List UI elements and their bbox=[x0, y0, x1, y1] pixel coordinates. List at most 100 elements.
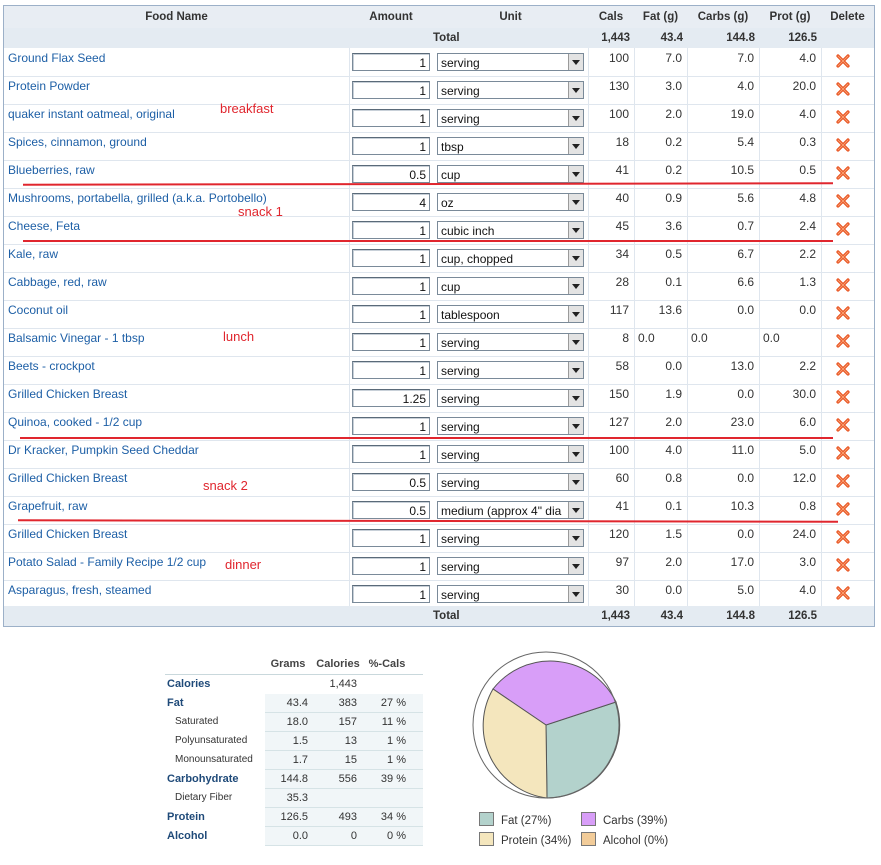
chevron-down-icon[interactable] bbox=[568, 82, 583, 98]
amount-input[interactable]: 1 bbox=[352, 305, 430, 323]
delete-x-icon[interactable] bbox=[835, 109, 851, 125]
food-name-link[interactable]: Balsamic Vinegar - 1 tbsp bbox=[8, 331, 145, 345]
food-name-link[interactable]: Asparagus, fresh, steamed bbox=[8, 583, 152, 597]
food-name-link[interactable]: Spices, cinnamon, ground bbox=[8, 135, 147, 149]
amount-input[interactable]: 1 bbox=[352, 221, 430, 239]
food-name-link[interactable]: Protein Powder bbox=[8, 79, 91, 93]
unit-select[interactable]: serving bbox=[437, 389, 584, 407]
amount-input[interactable]: 0.5 bbox=[352, 165, 430, 183]
delete-x-icon[interactable] bbox=[835, 473, 851, 489]
unit-select[interactable]: tbsp bbox=[437, 137, 584, 155]
delete-x-icon[interactable] bbox=[835, 165, 851, 181]
chevron-down-icon[interactable] bbox=[568, 138, 583, 154]
chevron-down-icon[interactable] bbox=[568, 334, 583, 350]
unit-select[interactable]: tablespoon bbox=[437, 305, 584, 323]
unit-select[interactable]: cubic inch bbox=[437, 221, 584, 239]
amount-input[interactable]: 1 bbox=[352, 417, 430, 435]
delete-x-icon[interactable] bbox=[835, 193, 851, 209]
unit-select[interactable]: serving bbox=[437, 445, 584, 463]
delete-x-icon[interactable] bbox=[835, 557, 851, 573]
food-name-link[interactable]: Coconut oil bbox=[8, 303, 69, 317]
chevron-down-icon[interactable] bbox=[568, 586, 583, 602]
unit-select[interactable]: serving bbox=[437, 473, 584, 491]
chevron-down-icon[interactable] bbox=[568, 110, 583, 126]
amount-input[interactable]: 1 bbox=[352, 137, 430, 155]
food-name-link[interactable]: Blueberries, raw bbox=[8, 163, 95, 177]
amount-input[interactable]: 4 bbox=[352, 193, 430, 211]
delete-x-icon[interactable] bbox=[835, 277, 851, 293]
chevron-down-icon[interactable] bbox=[568, 362, 583, 378]
amount-input[interactable]: 1 bbox=[352, 585, 430, 603]
delete-x-icon[interactable] bbox=[835, 389, 851, 405]
chevron-down-icon[interactable] bbox=[568, 418, 583, 434]
food-name-link[interactable]: Grilled Chicken Breast bbox=[8, 527, 128, 541]
unit-select[interactable]: serving bbox=[437, 333, 584, 351]
food-name-link[interactable]: quaker instant oatmeal, original bbox=[8, 107, 175, 121]
amount-input[interactable]: 1 bbox=[352, 81, 430, 99]
delete-x-icon[interactable] bbox=[835, 305, 851, 321]
food-name-link[interactable]: Ground Flax Seed bbox=[8, 51, 106, 65]
amount-input[interactable]: 1 bbox=[352, 445, 430, 463]
chevron-down-icon[interactable] bbox=[568, 502, 583, 518]
chevron-down-icon[interactable] bbox=[568, 474, 583, 490]
food-name-link[interactable]: Mushrooms, portabella, grilled (a.k.a. P… bbox=[8, 191, 267, 205]
unit-select[interactable]: cup bbox=[437, 165, 584, 183]
food-name-link[interactable]: Dr Kracker, Pumpkin Seed Cheddar bbox=[8, 443, 199, 457]
unit-select[interactable]: oz bbox=[437, 193, 584, 211]
chevron-down-icon[interactable] bbox=[568, 530, 583, 546]
chevron-down-icon[interactable] bbox=[568, 166, 583, 182]
unit-select[interactable]: serving bbox=[437, 81, 584, 99]
unit-select[interactable]: serving bbox=[437, 109, 584, 127]
delete-x-icon[interactable] bbox=[835, 333, 851, 349]
chevron-down-icon[interactable] bbox=[568, 250, 583, 266]
chevron-down-icon[interactable] bbox=[568, 194, 583, 210]
unit-select[interactable]: serving bbox=[437, 417, 584, 435]
delete-x-icon[interactable] bbox=[835, 221, 851, 237]
unit-select[interactable]: serving bbox=[437, 53, 584, 71]
delete-x-icon[interactable] bbox=[835, 445, 851, 461]
unit-select[interactable]: serving bbox=[437, 529, 584, 547]
amount-input[interactable]: 1 bbox=[352, 249, 430, 267]
unit-select[interactable]: medium (approx 4" dia bbox=[437, 501, 584, 519]
food-name-link[interactable]: Beets - crockpot bbox=[8, 359, 95, 373]
food-name-link[interactable]: Cabbage, red, raw bbox=[8, 275, 107, 289]
unit-select[interactable]: cup bbox=[437, 277, 584, 295]
food-name-link[interactable]: Kale, raw bbox=[8, 247, 59, 261]
delete-x-icon[interactable] bbox=[835, 585, 851, 601]
food-name-link[interactable]: Grilled Chicken Breast bbox=[8, 387, 128, 401]
amount-input[interactable]: 1 bbox=[352, 333, 430, 351]
chevron-down-icon[interactable] bbox=[568, 558, 583, 574]
unit-select[interactable]: serving bbox=[437, 585, 584, 603]
chevron-down-icon[interactable] bbox=[568, 222, 583, 238]
food-name-link[interactable]: Grilled Chicken Breast bbox=[8, 471, 128, 485]
chevron-down-icon[interactable] bbox=[568, 278, 583, 294]
delete-x-icon[interactable] bbox=[835, 81, 851, 97]
food-name-link[interactable]: Potato Salad - Family Recipe 1/2 cup bbox=[8, 555, 207, 569]
unit-select[interactable]: cup, chopped bbox=[437, 249, 584, 267]
chevron-down-icon[interactable] bbox=[568, 54, 583, 70]
amount-input[interactable]: 1.25 bbox=[352, 389, 430, 407]
delete-x-icon[interactable] bbox=[835, 417, 851, 433]
amount-input[interactable]: 1 bbox=[352, 109, 430, 127]
delete-x-icon[interactable] bbox=[835, 249, 851, 265]
chevron-down-icon[interactable] bbox=[568, 390, 583, 406]
amount-input[interactable]: 1 bbox=[352, 529, 430, 547]
delete-x-icon[interactable] bbox=[835, 529, 851, 545]
food-name-link[interactable]: Grapefruit, raw bbox=[8, 499, 88, 513]
delete-x-icon[interactable] bbox=[835, 501, 851, 517]
amount-input[interactable]: 0.5 bbox=[352, 473, 430, 491]
delete-x-icon[interactable] bbox=[835, 53, 851, 69]
food-name-link[interactable]: Quinoa, cooked - 1/2 cup bbox=[8, 415, 143, 429]
unit-select[interactable]: serving bbox=[437, 557, 584, 575]
chevron-down-icon[interactable] bbox=[568, 306, 583, 322]
delete-x-icon[interactable] bbox=[835, 137, 851, 153]
unit-select[interactable]: serving bbox=[437, 361, 584, 379]
amount-input[interactable]: 0.5 bbox=[352, 501, 430, 519]
amount-input[interactable]: 1 bbox=[352, 277, 430, 295]
delete-x-icon[interactable] bbox=[835, 361, 851, 377]
amount-input[interactable]: 1 bbox=[352, 557, 430, 575]
chevron-down-icon[interactable] bbox=[568, 446, 583, 462]
food-name-link[interactable]: Cheese, Feta bbox=[8, 219, 81, 233]
amount-input[interactable]: 1 bbox=[352, 361, 430, 379]
amount-input[interactable]: 1 bbox=[352, 53, 430, 71]
